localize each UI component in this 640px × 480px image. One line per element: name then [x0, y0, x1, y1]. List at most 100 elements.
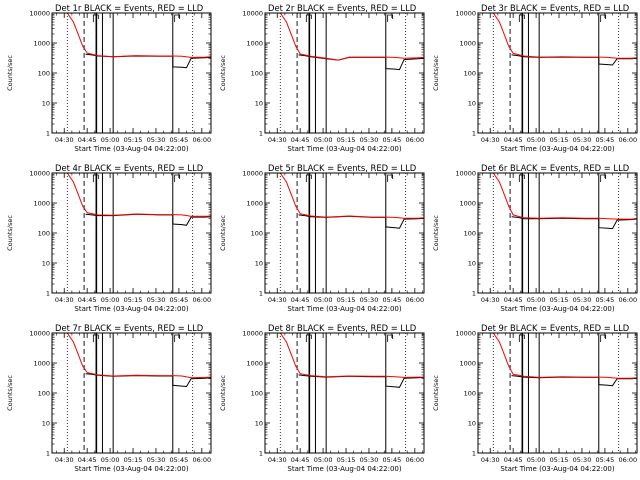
y-tick-label: 10 [468, 260, 476, 268]
flag-marker [305, 334, 312, 342]
plot-area [492, 333, 637, 453]
y-axis-label: Counts/sec [219, 215, 227, 251]
x-tick-label: 05:30 [573, 136, 592, 144]
y-tick-label: 10000 [455, 170, 476, 178]
plot-frame [477, 12, 638, 134]
x-tick-label: 05:15 [124, 456, 143, 464]
lld-series-line [66, 333, 211, 379]
panel-det-9: Det 9r BLACK = Events, RED = LLD Counts/s… [432, 323, 638, 473]
flag-marker [387, 334, 394, 342]
panel-det-8: Det 8r BLACK = Events, RED = LLD Counts/s… [219, 323, 425, 473]
x-tick-label: 05:15 [124, 296, 143, 304]
panel-title: Det 9r BLACK = Events, RED = LLD [481, 323, 629, 333]
x-tick-label: 04:30 [268, 136, 287, 144]
plot-area [492, 173, 637, 293]
x-tick-label: 05:30 [147, 456, 166, 464]
x-tick-label: 04:30 [55, 296, 74, 304]
x-tick-label: 05:30 [573, 296, 592, 304]
y-tick-label: 1000 [459, 40, 476, 48]
x-tick-label: 05:45 [383, 296, 402, 304]
lld-series-line [279, 173, 424, 219]
plot-area [279, 13, 424, 133]
y-tick-label: 1 [46, 450, 50, 458]
y-tick-label: 1 [46, 290, 50, 298]
panel-det-4: Det 4r BLACK = Events, RED = LLD Counts/s… [6, 163, 212, 313]
x-tick-label: 05:00 [314, 456, 333, 464]
x-tick-label: 05:15 [550, 456, 569, 464]
x-tick-label: 05:45 [596, 136, 615, 144]
y-tick-label: 1000 [33, 40, 50, 48]
panel-det-6: Det 6r BLACK = Events, RED = LLD Counts/s… [432, 163, 638, 313]
panel-title: Det 6r BLACK = Events, RED = LLD [481, 163, 629, 173]
y-tick-label: 100 [464, 390, 476, 398]
x-tick-label: 05:45 [596, 456, 615, 464]
y-tick-label: 100 [251, 390, 263, 398]
x-tick-label: 06:00 [618, 456, 637, 464]
flag-marker [518, 334, 525, 342]
plot-area [66, 333, 211, 453]
plot-frame [264, 12, 425, 134]
x-tick-label: 06:00 [405, 136, 424, 144]
x-tick-label: 05:45 [383, 136, 402, 144]
x-tick-label: 05:00 [527, 456, 546, 464]
plot-frame [51, 12, 212, 134]
y-tick-label: 1000 [33, 200, 50, 208]
y-tick-label: 100 [38, 70, 50, 78]
x-tick-label: 05:45 [170, 456, 189, 464]
flag-marker [92, 14, 99, 22]
panel-det-5: Det 5r BLACK = Events, RED = LLD Counts/s… [219, 163, 425, 313]
plot-frame [477, 172, 638, 294]
y-tick-label: 100 [251, 230, 263, 238]
x-axis-label: Start Time (03-Aug-04 04:22:00) [500, 145, 614, 153]
flag-marker [600, 14, 607, 22]
x-tick-label: 05:00 [101, 456, 120, 464]
y-tick-label: 1000 [246, 40, 263, 48]
plot-frame [477, 332, 638, 454]
y-tick-label: 10 [468, 420, 476, 428]
y-tick-label: 10 [42, 100, 50, 108]
x-tick-label: 05:30 [360, 136, 379, 144]
y-tick-label: 100 [464, 70, 476, 78]
x-tick-label: 05:30 [147, 296, 166, 304]
x-tick-label: 04:30 [481, 136, 500, 144]
y-tick-label: 10 [42, 420, 50, 428]
plot-area [66, 13, 211, 133]
x-tick-label: 05:30 [360, 456, 379, 464]
x-tick-label: 04:45 [504, 296, 523, 304]
y-axis-label: Counts/sec [432, 375, 440, 411]
x-tick-label: 04:45 [78, 136, 97, 144]
y-tick-label: 1 [472, 450, 476, 458]
flag-marker [387, 174, 394, 182]
plot-area [492, 13, 637, 133]
x-tick-label: 04:45 [504, 136, 523, 144]
y-tick-label: 1 [259, 290, 263, 298]
panel-det-1: Det 1r BLACK = Events, RED = LLD Counts/s… [6, 3, 212, 153]
x-tick-label: 05:00 [314, 296, 333, 304]
x-tick-label: 04:30 [268, 296, 287, 304]
y-tick-label: 10000 [455, 10, 476, 18]
x-axis-label: Start Time (03-Aug-04 04:22:00) [74, 465, 188, 473]
x-tick-label: 05:00 [101, 136, 120, 144]
flag-marker [92, 174, 99, 182]
y-tick-label: 1 [472, 290, 476, 298]
x-tick-label: 06:00 [618, 136, 637, 144]
x-tick-label: 05:00 [101, 296, 120, 304]
panel-det-3: Det 3r BLACK = Events, RED = LLD Counts/s… [432, 3, 638, 153]
x-tick-label: 05:45 [383, 456, 402, 464]
x-tick-label: 05:30 [360, 296, 379, 304]
panel-det-7: Det 7r BLACK = Events, RED = LLD Counts/s… [6, 323, 212, 473]
x-tick-label: 05:45 [170, 296, 189, 304]
x-axis-label: Start Time (03-Aug-04 04:22:00) [287, 465, 401, 473]
x-tick-label: 05:45 [170, 136, 189, 144]
x-tick-label: 05:15 [550, 136, 569, 144]
plot-area [66, 173, 211, 293]
x-axis-label: Start Time (03-Aug-04 04:22:00) [500, 305, 614, 313]
flag-marker [387, 14, 394, 22]
x-tick-label: 06:00 [405, 456, 424, 464]
y-axis-label: Counts/sec [432, 55, 440, 91]
y-tick-label: 1000 [246, 200, 263, 208]
x-tick-label: 06:00 [192, 136, 211, 144]
x-tick-label: 05:45 [596, 296, 615, 304]
y-tick-label: 1 [472, 130, 476, 138]
